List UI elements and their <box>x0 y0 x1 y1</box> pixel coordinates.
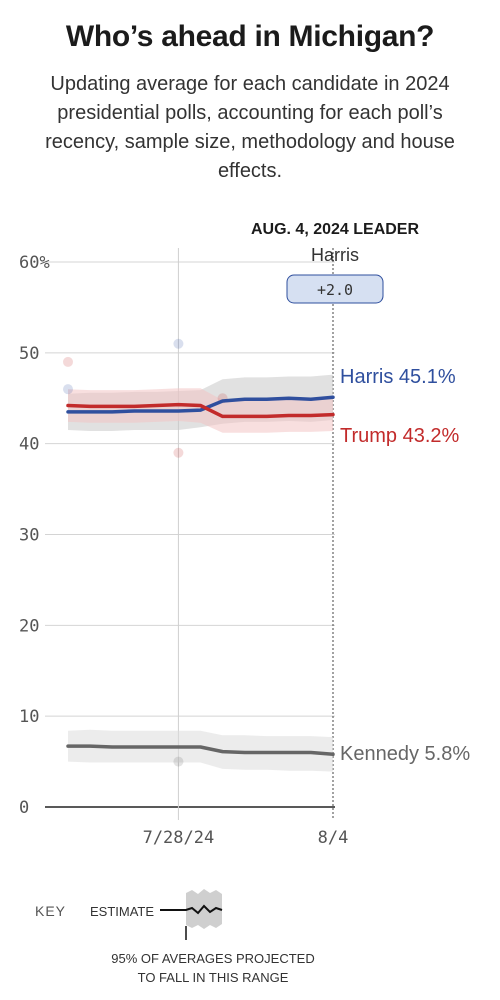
line-trump <box>66 402 335 419</box>
gridlines: 0 10 20 30 40 50 60% 7/28/24 8/4 <box>19 248 348 848</box>
y-tick-label: 50 <box>19 344 39 364</box>
key-title: KEY <box>35 903 66 919</box>
poll-dot-harris <box>63 384 73 395</box>
band-kennedy <box>68 729 333 772</box>
chart-subtitle: Updating average for each candidate in 2… <box>45 73 455 182</box>
chart-title: Who’s ahead in Michigan? <box>65 20 435 53</box>
end-labels: Harris 45.1% Trump 43.2% Kennedy 5.8% <box>340 366 470 765</box>
end-label-trump: Trump 43.2% <box>340 425 460 447</box>
x-tick-label: 7/28/24 <box>143 828 215 848</box>
series-lines <box>66 395 335 757</box>
y-tick-label: 10 <box>19 707 39 727</box>
poll-dot-trump <box>173 447 184 458</box>
y-tick-label: 20 <box>19 616 39 636</box>
key-range-band <box>186 889 222 929</box>
y-tick-label: 0 <box>19 798 29 818</box>
y-tick-label: 60% <box>19 253 50 273</box>
key-estimate-line <box>160 904 223 915</box>
poll-dot-kennedy <box>173 756 184 767</box>
key-range-label-line1: 95% OF AVERAGES PROJECTED <box>111 951 314 966</box>
poll-dots <box>63 338 228 767</box>
poll-dot-trump <box>63 356 73 367</box>
y-tick-label: 30 <box>19 526 39 546</box>
end-label-harris: Harris 45.1% <box>340 366 456 388</box>
line-harris <box>66 395 335 414</box>
line-kennedy <box>66 744 335 757</box>
key-range-label-line2: TO FALL IN THIS RANGE <box>138 970 289 985</box>
leader-margin: +2.0 <box>317 281 353 299</box>
poll-dot-harris <box>173 338 184 349</box>
x-tick-label: 8/4 <box>318 828 349 848</box>
key-estimate-label: ESTIMATE <box>90 904 154 919</box>
y-tick-label: 40 <box>19 435 39 455</box>
uncertainty-bands <box>68 374 333 772</box>
leader-name: Harris <box>311 245 359 265</box>
end-label-kennedy: Kennedy 5.8% <box>340 743 470 765</box>
leader-margin-badge <box>286 274 384 304</box>
leader-title: AUG. 4, 2024 LEADER <box>251 221 420 238</box>
